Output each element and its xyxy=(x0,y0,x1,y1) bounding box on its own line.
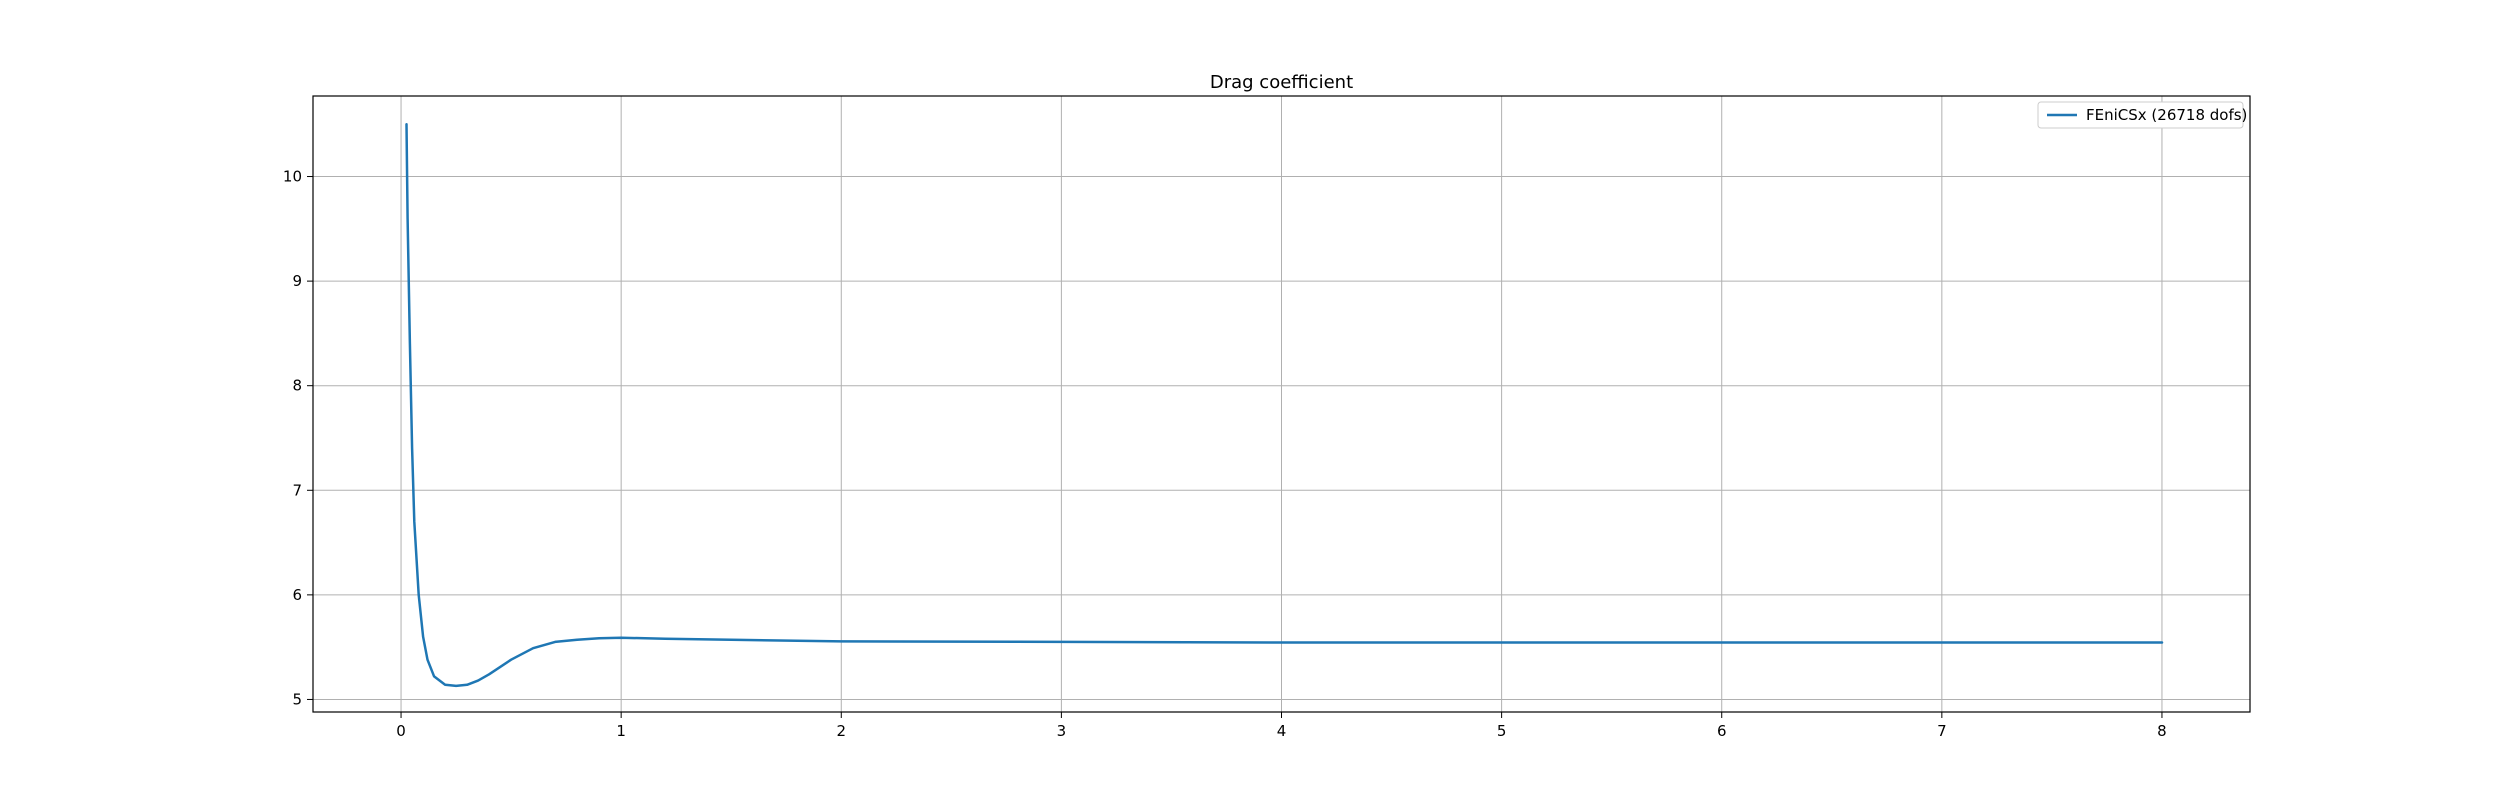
y-tick-label: 10 xyxy=(283,168,302,186)
series-line xyxy=(405,122,2164,688)
x-tick-label: 2 xyxy=(836,722,846,740)
x-tick-label: 1 xyxy=(616,722,626,740)
series-layer xyxy=(405,122,2164,688)
y-tick-label: 6 xyxy=(292,586,302,604)
x-tick-label: 7 xyxy=(1937,722,1947,740)
ticks: 0 1 2 3 4 5 6 7 8 5 6 7 8 9 10 xyxy=(283,168,2167,740)
legend: FEniCSx (26718 dofs) xyxy=(2037,101,2247,129)
x-tick-label: 8 xyxy=(2157,722,2167,740)
chart-title: Drag coefficient xyxy=(1210,72,1353,93)
grid xyxy=(313,96,2250,712)
y-tick-label: 5 xyxy=(292,690,302,708)
x-tick-label: 3 xyxy=(1057,722,1067,740)
x-tick-label: 4 xyxy=(1277,722,1287,740)
legend-box xyxy=(2037,101,2244,129)
x-tick-label: 6 xyxy=(1717,722,1727,740)
x-tick-label: 5 xyxy=(1497,722,1507,740)
y-tick-label: 9 xyxy=(292,272,302,290)
legend-label: FEniCSx (26718 dofs) xyxy=(2086,106,2247,124)
y-tick-label: 8 xyxy=(292,377,302,395)
x-tick-label: 0 xyxy=(396,722,406,740)
y-tick-label: 7 xyxy=(292,481,302,499)
